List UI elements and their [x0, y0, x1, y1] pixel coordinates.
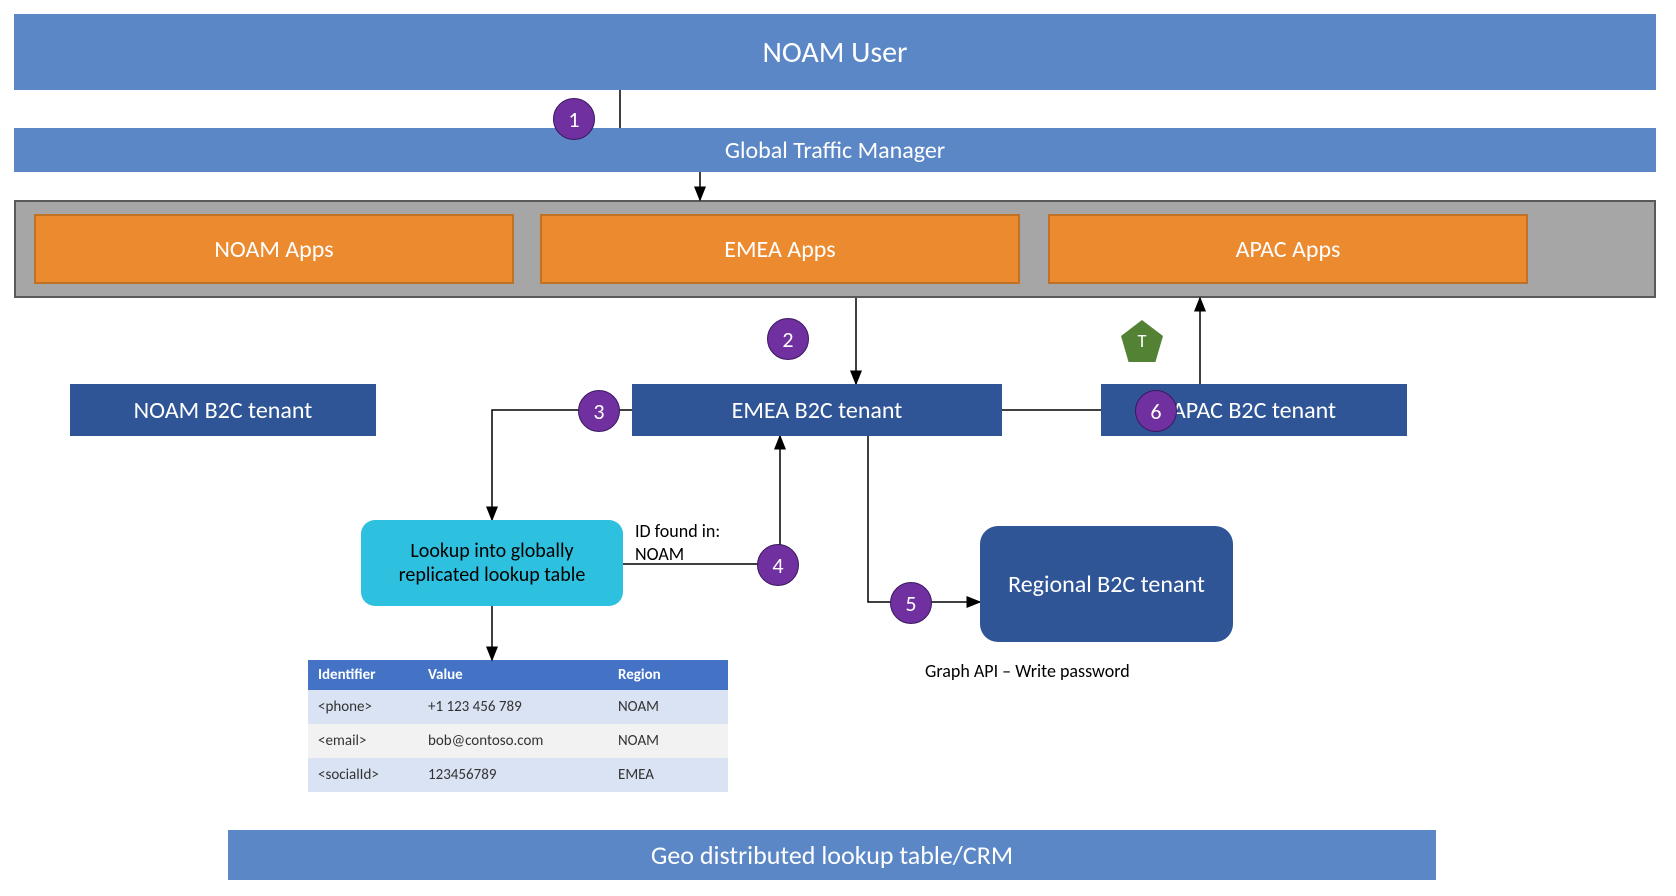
noam-user-box: NOAM User	[14, 14, 1656, 90]
table-row: <email>bob@contoso.comNOAM	[308, 724, 728, 758]
table-row: <phone>+1 123 456 789NOAM	[308, 690, 728, 724]
pentagon-t-badge: T	[1121, 320, 1163, 362]
graph-api-label: Graph API – Write password	[925, 660, 1130, 683]
step-badge-5: 5	[890, 582, 932, 624]
apac-apps-label: APAC Apps	[1236, 235, 1341, 264]
lookup-table-cell: <email>	[308, 724, 418, 758]
lookup-box-label: Lookup into globally replicated lookup t…	[361, 539, 623, 587]
lookup-table: IdentifierValueRegion <phone>+1 123 456 …	[308, 660, 728, 792]
step-badge-1: 1	[553, 98, 595, 140]
apac-apps-box: APAC Apps	[1048, 214, 1528, 284]
noam-user-label: NOAM User	[762, 34, 907, 71]
graph-api-text: Graph API – Write password	[925, 660, 1130, 682]
footer-label: Geo distributed lookup table/CRM	[651, 839, 1013, 871]
gtm-box: Global Traffic Manager	[14, 128, 1656, 172]
emea-tenant-label: EMEA B2C tenant	[732, 396, 903, 425]
lookup-table-header-cell: Identifier	[308, 660, 418, 690]
step-badge-3: 3	[578, 390, 620, 432]
lookup-table-cell: NOAM	[608, 690, 728, 724]
lookup-box: Lookup into globally replicated lookup t…	[361, 520, 623, 606]
id-found-line1: ID found in:	[635, 520, 720, 542]
regional-tenant-box: Regional B2C tenant	[980, 526, 1233, 642]
emea-apps-box: EMEA Apps	[540, 214, 1020, 284]
emea-apps-label: EMEA Apps	[724, 235, 835, 264]
lookup-table-header-cell: Value	[418, 660, 608, 690]
noam-tenant-box: NOAM B2C tenant	[70, 384, 376, 436]
emea-tenant-box: EMEA B2C tenant	[632, 384, 1002, 436]
noam-tenant-label: NOAM B2C tenant	[134, 396, 313, 425]
gtm-label: Global Traffic Manager	[725, 136, 945, 165]
lookup-table-cell: 123456789	[418, 758, 608, 792]
step-badge-4: 4	[757, 544, 799, 586]
lookup-table-cell: NOAM	[608, 724, 728, 758]
noam-apps-box: NOAM Apps	[34, 214, 514, 284]
table-row: <socialId>123456789EMEA	[308, 758, 728, 792]
lookup-table-cell: <phone>	[308, 690, 418, 724]
apac-tenant-label: APAC B2C tenant	[1172, 396, 1336, 425]
footer-box: Geo distributed lookup table/CRM	[228, 830, 1436, 880]
noam-apps-label: NOAM Apps	[214, 235, 333, 264]
id-found-label: ID found in: NOAM	[635, 520, 720, 567]
id-found-line2: NOAM	[635, 543, 684, 565]
step-badge-2: 2	[767, 318, 809, 360]
lookup-table-cell: bob@contoso.com	[418, 724, 608, 758]
step-badge-6: 6	[1135, 390, 1177, 432]
lookup-table-cell: <socialId>	[308, 758, 418, 792]
lookup-table-cell: EMEA	[608, 758, 728, 792]
regional-tenant-label: Regional B2C tenant	[994, 570, 1219, 599]
lookup-table-body: <phone>+1 123 456 789NOAM<email>bob@cont…	[308, 690, 728, 792]
lookup-table-header-row: IdentifierValueRegion	[308, 660, 728, 690]
lookup-table-cell: +1 123 456 789	[418, 690, 608, 724]
lookup-table-header-cell: Region	[608, 660, 728, 690]
